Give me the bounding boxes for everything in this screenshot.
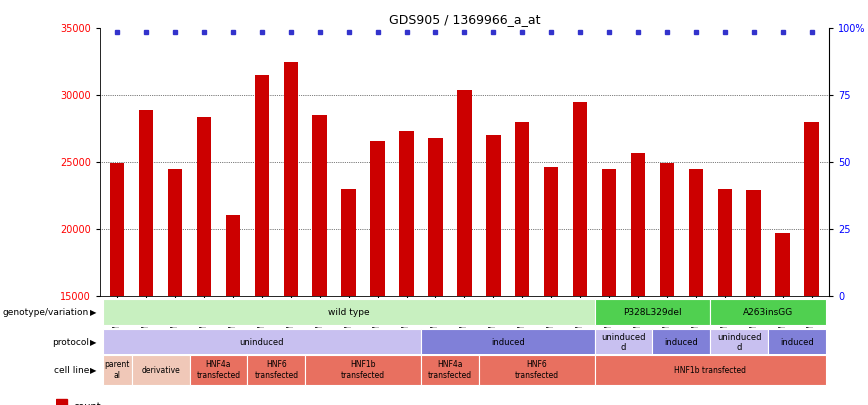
Text: HNF1b transfected: HNF1b transfected: [674, 366, 746, 375]
FancyBboxPatch shape: [102, 355, 132, 385]
FancyBboxPatch shape: [595, 299, 710, 325]
Text: induced: induced: [491, 338, 524, 347]
FancyBboxPatch shape: [247, 355, 306, 385]
Text: parent
al: parent al: [104, 360, 130, 380]
Bar: [56, 399, 68, 405]
Bar: [544, 167, 558, 405]
Text: HNF4a
transfected: HNF4a transfected: [196, 360, 240, 380]
Bar: [515, 122, 529, 405]
Text: HNF1b
transfected: HNF1b transfected: [341, 360, 385, 380]
FancyBboxPatch shape: [102, 329, 421, 355]
Text: induced: induced: [780, 338, 814, 347]
Text: ▶: ▶: [89, 338, 96, 347]
FancyBboxPatch shape: [421, 329, 595, 355]
Bar: [341, 189, 356, 405]
Bar: [805, 122, 819, 405]
Bar: [284, 62, 298, 405]
Bar: [660, 163, 674, 405]
Text: ▶: ▶: [89, 366, 96, 375]
Bar: [254, 75, 269, 405]
Text: uninduced
d: uninduced d: [717, 333, 761, 352]
FancyBboxPatch shape: [710, 329, 768, 355]
FancyBboxPatch shape: [189, 355, 247, 385]
Bar: [457, 90, 471, 405]
Text: derivative: derivative: [141, 366, 180, 375]
Bar: [371, 141, 385, 405]
Bar: [573, 102, 588, 405]
Text: genotype/variation: genotype/variation: [3, 308, 89, 317]
FancyBboxPatch shape: [421, 355, 479, 385]
Text: uninduced: uninduced: [240, 338, 284, 347]
Text: uninduced
d: uninduced d: [602, 333, 646, 352]
Text: induced: induced: [665, 338, 698, 347]
Bar: [110, 163, 124, 405]
FancyBboxPatch shape: [653, 329, 710, 355]
Bar: [168, 168, 182, 405]
Text: ▶: ▶: [89, 308, 96, 317]
FancyBboxPatch shape: [102, 299, 595, 325]
Text: HNF6
transfected: HNF6 transfected: [515, 360, 559, 380]
Bar: [399, 131, 414, 405]
Text: protocol: protocol: [52, 338, 89, 347]
Bar: [631, 153, 645, 405]
Bar: [486, 135, 501, 405]
Text: A263insGG: A263insGG: [743, 308, 793, 317]
FancyBboxPatch shape: [132, 355, 189, 385]
Text: HNF4a
transfected: HNF4a transfected: [428, 360, 472, 380]
Text: cell line: cell line: [54, 366, 89, 375]
Text: count: count: [74, 402, 102, 405]
Bar: [312, 115, 327, 405]
Bar: [197, 117, 211, 405]
FancyBboxPatch shape: [479, 355, 595, 385]
Bar: [775, 233, 790, 405]
Bar: [139, 110, 154, 405]
FancyBboxPatch shape: [710, 299, 826, 325]
Title: GDS905 / 1369966_a_at: GDS905 / 1369966_a_at: [389, 13, 540, 26]
FancyBboxPatch shape: [306, 355, 421, 385]
Bar: [428, 138, 443, 405]
Bar: [718, 189, 732, 405]
FancyBboxPatch shape: [595, 329, 653, 355]
Bar: [226, 215, 240, 405]
FancyBboxPatch shape: [768, 329, 826, 355]
FancyBboxPatch shape: [595, 355, 826, 385]
Text: wild type: wild type: [328, 308, 370, 317]
Bar: [746, 190, 761, 405]
Text: HNF6
transfected: HNF6 transfected: [254, 360, 299, 380]
Text: P328L329del: P328L329del: [623, 308, 681, 317]
Bar: [688, 168, 703, 405]
Bar: [602, 168, 616, 405]
